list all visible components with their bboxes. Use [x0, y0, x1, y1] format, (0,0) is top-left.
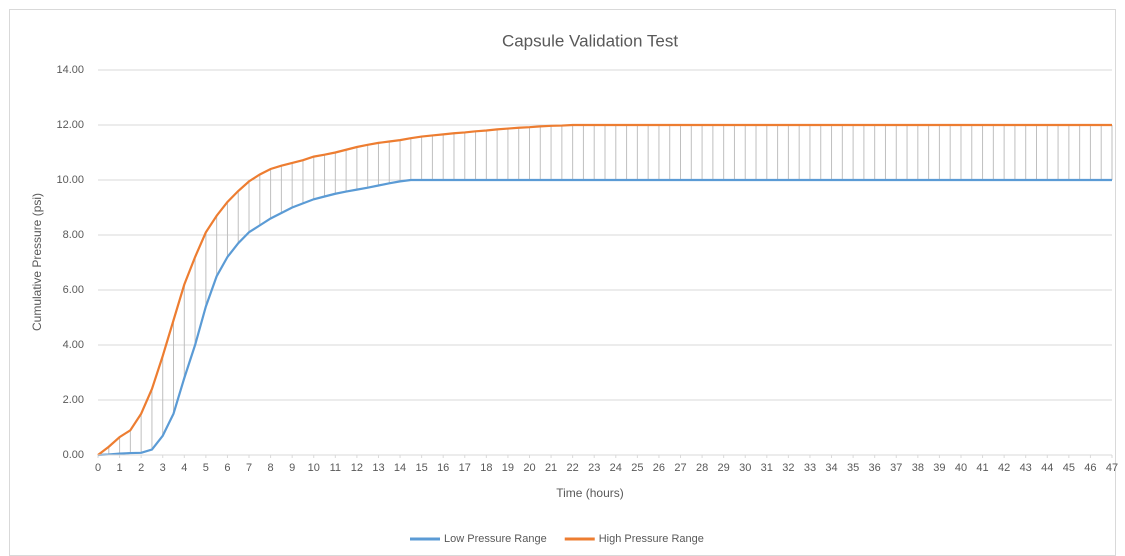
- x-tick-label: 27: [674, 462, 686, 474]
- x-tick-label: 8: [268, 462, 274, 474]
- x-tick-label: 33: [804, 462, 816, 474]
- x-tick-label: 21: [545, 462, 557, 474]
- y-axis-label: Cumulative Pressure (psi): [30, 193, 44, 331]
- x-tick-label: 12: [351, 462, 363, 474]
- x-tick-label: 45: [1063, 462, 1075, 474]
- series-line: [97, 123, 1112, 456]
- x-tick-label: 22: [567, 462, 579, 474]
- y-tick-label: 2.00: [63, 394, 84, 406]
- x-tick-label: 9: [289, 462, 295, 474]
- x-tick-label: 2: [138, 462, 144, 474]
- series-line: [97, 178, 1112, 457]
- x-tick-label: 14: [394, 462, 406, 474]
- x-tick-label: 36: [869, 462, 881, 474]
- x-tick-label: 10: [308, 462, 320, 474]
- y-tick-label: 4.00: [63, 339, 84, 351]
- x-tick-label: 13: [372, 462, 384, 474]
- legend-label: High Pressure Range: [599, 533, 704, 545]
- y-tick-label: 14.00: [56, 64, 84, 76]
- x-tick-label: 32: [782, 462, 794, 474]
- x-tick-label: 6: [224, 462, 230, 474]
- x-tick-label: 23: [588, 462, 600, 474]
- x-tick-label: 1: [117, 462, 123, 474]
- x-tick-label: 0: [95, 462, 101, 474]
- x-tick-label: 3: [160, 462, 166, 474]
- y-tick-label: 0.00: [63, 449, 84, 461]
- x-tick-label: 44: [1041, 462, 1053, 474]
- chart-title: Capsule Validation Test: [502, 31, 678, 50]
- legend-label: Low Pressure Range: [444, 533, 547, 545]
- x-tick-label: 37: [890, 462, 902, 474]
- x-tick-label: 25: [631, 462, 643, 474]
- x-tick-label: 39: [933, 462, 945, 474]
- x-tick-label: 20: [523, 462, 535, 474]
- y-tick-label: 10.00: [56, 174, 84, 186]
- y-tick-label: 8.00: [63, 229, 84, 241]
- x-tick-label: 29: [718, 462, 730, 474]
- x-tick-label: 30: [739, 462, 751, 474]
- x-tick-label: 15: [415, 462, 427, 474]
- x-tick-label: 18: [480, 462, 492, 474]
- x-tick-label: 41: [976, 462, 988, 474]
- x-tick-label: 11: [330, 462, 341, 474]
- x-tick-label: 43: [1020, 462, 1032, 474]
- x-tick-label: 46: [1084, 462, 1096, 474]
- y-tick-label: 12.00: [56, 119, 84, 131]
- chart-frame: [9, 9, 1116, 556]
- x-tick-label: 4: [181, 462, 187, 474]
- x-tick-label: 19: [502, 462, 514, 474]
- x-tick-label: 35: [847, 462, 859, 474]
- x-tick-label: 28: [696, 462, 708, 474]
- x-tick-label: 16: [437, 462, 449, 474]
- x-tick-label: 34: [825, 462, 837, 474]
- x-tick-label: 40: [955, 462, 967, 474]
- x-tick-label: 17: [459, 462, 471, 474]
- x-tick-label: 7: [246, 462, 252, 474]
- x-tick-label: 24: [610, 462, 622, 474]
- y-tick-label: 6.00: [63, 284, 84, 296]
- x-tick-label: 38: [912, 462, 924, 474]
- x-tick-label: 5: [203, 462, 209, 474]
- x-axis-label: Time (hours): [556, 486, 624, 500]
- x-tick-label: 42: [998, 462, 1010, 474]
- x-tick-label: 26: [653, 462, 665, 474]
- x-tick-label: 31: [761, 462, 773, 474]
- x-tick-label: 47: [1106, 462, 1118, 474]
